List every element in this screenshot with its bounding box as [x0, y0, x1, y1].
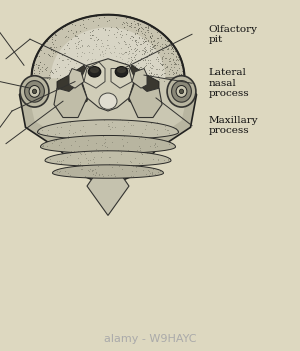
Polygon shape — [132, 68, 147, 88]
Text: Lateral
nasal
process: Lateral nasal process — [208, 68, 249, 98]
Ellipse shape — [90, 67, 99, 73]
Polygon shape — [20, 78, 197, 186]
Circle shape — [176, 86, 187, 97]
Polygon shape — [69, 68, 84, 88]
Text: Maxillary
process: Maxillary process — [208, 116, 258, 135]
Circle shape — [29, 86, 40, 97]
Polygon shape — [123, 65, 159, 111]
Polygon shape — [32, 15, 184, 82]
Ellipse shape — [117, 67, 126, 73]
Polygon shape — [81, 59, 135, 111]
Circle shape — [172, 81, 191, 102]
Ellipse shape — [115, 67, 128, 77]
Polygon shape — [28, 78, 188, 176]
Circle shape — [179, 89, 184, 94]
Circle shape — [25, 81, 44, 102]
Polygon shape — [45, 151, 171, 166]
Circle shape — [20, 76, 49, 107]
Ellipse shape — [99, 93, 117, 110]
Circle shape — [32, 89, 37, 94]
Polygon shape — [54, 82, 87, 118]
Polygon shape — [51, 27, 165, 80]
Polygon shape — [38, 120, 178, 139]
Ellipse shape — [88, 67, 101, 77]
Circle shape — [167, 76, 196, 107]
Text: Olfactory
pit: Olfactory pit — [208, 25, 257, 44]
Polygon shape — [84, 62, 105, 88]
Polygon shape — [129, 82, 162, 118]
Polygon shape — [57, 65, 93, 111]
Polygon shape — [40, 135, 176, 153]
Polygon shape — [87, 173, 129, 216]
Polygon shape — [111, 68, 132, 88]
Text: alamy - W9HAYC: alamy - W9HAYC — [104, 334, 196, 344]
Polygon shape — [52, 165, 164, 178]
